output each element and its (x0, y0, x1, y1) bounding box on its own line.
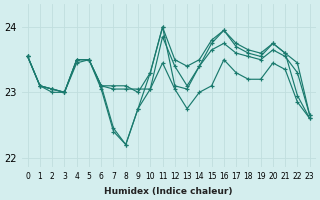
X-axis label: Humidex (Indice chaleur): Humidex (Indice chaleur) (104, 187, 233, 196)
